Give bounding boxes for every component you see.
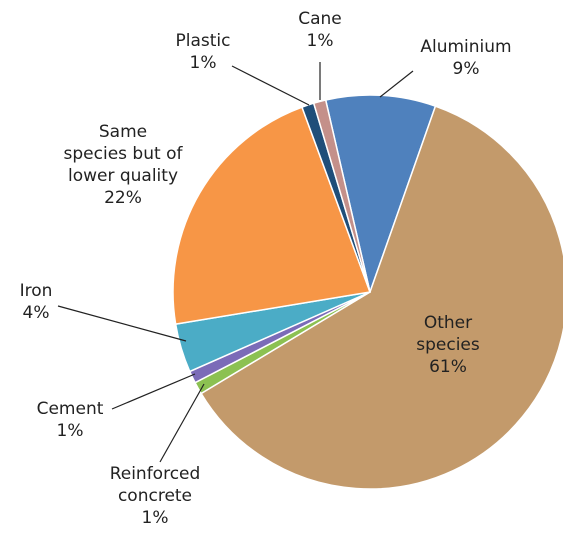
leader-line xyxy=(159,383,205,463)
slice-label: Cane 1% xyxy=(298,8,342,52)
pie-slice xyxy=(312,99,371,293)
leader-line xyxy=(231,65,310,106)
slice-label: Iron 4% xyxy=(20,280,53,324)
value-label: 22% xyxy=(104,188,142,208)
slice-label: Plastic 1% xyxy=(176,30,231,74)
value-label: 1% xyxy=(189,53,217,73)
slice-label: Aluminium 9% xyxy=(420,36,511,80)
pie-slice xyxy=(200,105,563,490)
slice-label: Other species 61% xyxy=(391,312,506,378)
category-name: Iron xyxy=(19,281,53,301)
category-name: Aluminium xyxy=(420,37,512,57)
value-label: 4% xyxy=(22,303,50,323)
value-label: 9% xyxy=(452,59,480,79)
category-name: Plastic xyxy=(175,31,231,51)
leader-line xyxy=(111,373,196,410)
value-label: 1% xyxy=(306,31,334,51)
category-name: Other species xyxy=(416,313,480,355)
slice-label: Same species but of lower quality 22% xyxy=(63,121,183,209)
category-name: Same species but of lower quality xyxy=(63,122,188,186)
category-name: Cane xyxy=(298,9,342,29)
slice-label: Cement 1% xyxy=(37,398,104,442)
pie-slice xyxy=(172,106,372,326)
value-label: 1% xyxy=(141,508,169,528)
value-label: 61% xyxy=(429,357,467,377)
category-name: Reinforced concrete xyxy=(109,464,206,506)
leader-line xyxy=(379,70,414,98)
slice-label: Reinforced concrete 1% xyxy=(100,463,210,529)
pie-slice xyxy=(324,94,437,295)
category-name: Cement xyxy=(36,399,104,419)
value-label: 1% xyxy=(56,421,84,441)
leader-line xyxy=(57,305,187,342)
